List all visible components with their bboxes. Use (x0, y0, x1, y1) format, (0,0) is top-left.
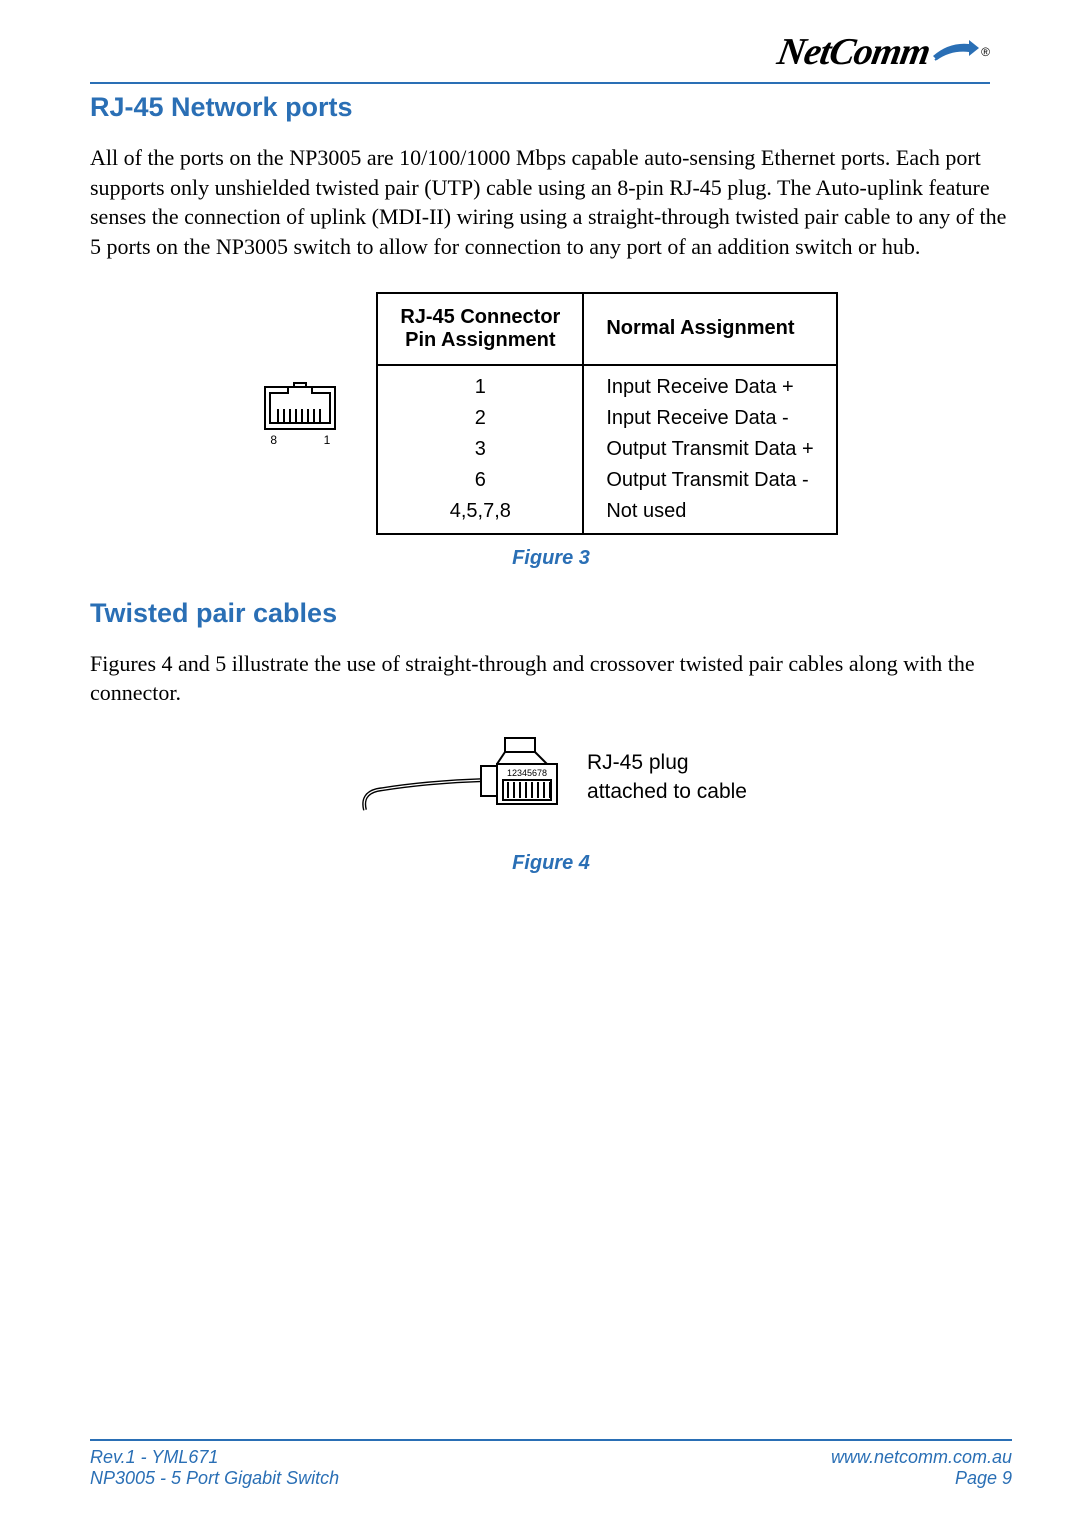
assign-cell: Output Transmit Data + (583, 434, 836, 465)
jack-pin-8-label: 8 (270, 433, 277, 447)
table-header-row: RJ-45 Connector Pin Assignment Normal As… (377, 293, 836, 365)
pin-cell: 1 (377, 365, 583, 403)
jack-pin-1-label: 1 (324, 433, 331, 447)
col1-header: RJ-45 Connector Pin Assignment (377, 293, 583, 365)
col1-header-line2: Pin Assignment (405, 329, 555, 351)
section-heading-twisted-pair: Twisted pair cables (90, 598, 1012, 629)
page-footer: Rev.1 - YML671 www.netcomm.com.au NP3005… (90, 1439, 1012, 1489)
section2-body: Figures 4 and 5 illustrate the use of st… (90, 649, 1012, 708)
brand-swoosh-icon (933, 38, 979, 67)
page-content: RJ-45 Network ports All of the ports on … (90, 92, 1012, 903)
footer-left-2: NP3005 - 5 Port Gigabit Switch (90, 1468, 339, 1489)
section1-body: All of the ports on the NP3005 are 10/10… (90, 143, 1012, 262)
plug-pin-numbers: 12345678 (507, 768, 547, 778)
table-row: 4,5,7,8 Not used (377, 496, 836, 534)
brand-logo: NetComm ® (778, 30, 990, 74)
assign-cell: Output Transmit Data - (583, 465, 836, 496)
rj45-jack-figure: 8 1 (264, 379, 336, 447)
registered-mark: ® (981, 45, 990, 59)
table-row: 2 Input Receive Data - (377, 403, 836, 434)
header-rule (90, 82, 990, 84)
footer-rule (90, 1439, 1012, 1441)
col2-header: Normal Assignment (583, 293, 836, 365)
figure3-caption: Figure 3 (90, 547, 1012, 570)
section-heading-rj45: RJ-45 Network ports (90, 92, 1012, 123)
rj45-jack-icon (264, 379, 336, 431)
footer-left-1: Rev.1 - YML671 (90, 1447, 218, 1468)
table-row: 1 Input Receive Data + (377, 365, 836, 403)
rj45-plug-figure: 12345678 RJ-45 plug attached to cable (90, 732, 1012, 822)
plug-figure-label: RJ-45 plug attached to cable (587, 748, 747, 807)
brand-text: NetComm (774, 30, 933, 74)
table-row: 6 Output Transmit Data - (377, 465, 836, 496)
pin-cell: 6 (377, 465, 583, 496)
table-row: 3 Output Transmit Data + (377, 434, 836, 465)
pin-cell: 2 (377, 403, 583, 434)
plug-label-line2: attached to cable (587, 780, 747, 803)
plug-label-line1: RJ-45 plug (587, 751, 689, 774)
pin-cell: 4,5,7,8 (377, 496, 583, 534)
assign-cell: Input Receive Data - (583, 403, 836, 434)
pin-table-block: 8 1 RJ-45 Connector Pin Assignment Norma… (90, 292, 1012, 535)
col1-header-line1: RJ-45 Connector (400, 306, 560, 328)
pin-assignment-table: RJ-45 Connector Pin Assignment Normal As… (376, 292, 837, 535)
assign-cell: Not used (583, 496, 836, 534)
rj45-plug-icon: 12345678 (355, 732, 575, 822)
figure4-caption: Figure 4 (90, 852, 1012, 875)
footer-right-2: Page 9 (955, 1468, 1012, 1489)
assign-cell: Input Receive Data + (583, 365, 836, 403)
pin-cell: 3 (377, 434, 583, 465)
footer-right-1: www.netcomm.com.au (831, 1447, 1012, 1468)
